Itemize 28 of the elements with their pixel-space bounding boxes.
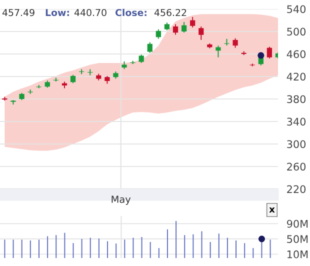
- candlestick: [2, 96, 8, 101]
- text: May: [112, 196, 131, 205]
- y-tick-label: 300: [287, 140, 306, 148]
- candlestick: [172, 24, 178, 35]
- y-tick-label: 380: [287, 95, 306, 104]
- annotation: Close:: [115, 8, 146, 16]
- annotation: Low:: [46, 9, 69, 16]
- y-tick-label: 420: [286, 72, 306, 81]
- y-tick-label: 540: [287, 5, 306, 14]
- y-tick-label: 260: [287, 162, 306, 171]
- candlestick: [216, 46, 221, 58]
- candlestick: [266, 46, 272, 58]
- annotation: 456.22: [154, 8, 186, 16]
- candlestick: [181, 22, 187, 33]
- y-tick-label: 10M: [287, 250, 308, 258]
- candlestick: [147, 42, 152, 53]
- annotation: 457.49: [2, 8, 34, 16]
- y-tick-label: 460: [286, 50, 306, 58]
- candlestick: [190, 16, 196, 28]
- y-tick-label: 500: [287, 28, 306, 36]
- annotation: 440.70: [74, 8, 106, 16]
- y-tick-label: 90M: [286, 220, 308, 228]
- y-tick-label: 50M: [287, 235, 308, 244]
- candlestick: [130, 60, 136, 64]
- y-tick-label: 220: [287, 185, 306, 194]
- text: x: [269, 208, 275, 212]
- candlestick: [198, 26, 204, 40]
- y-tick-label: 340: [287, 118, 306, 126]
